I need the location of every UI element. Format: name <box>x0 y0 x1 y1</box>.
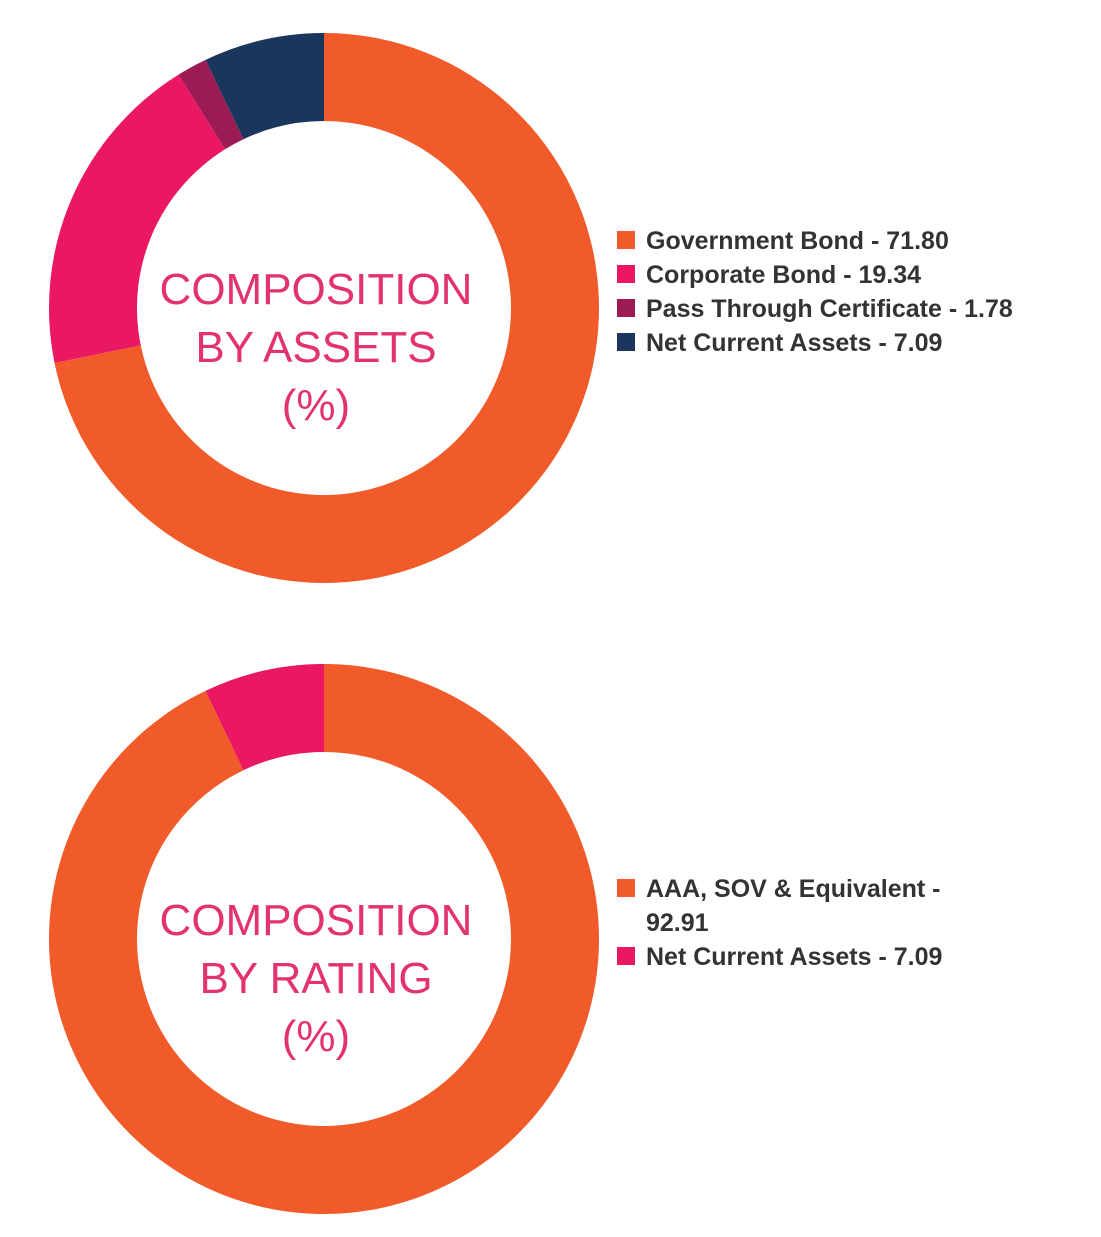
legend-swatch <box>617 299 635 317</box>
legend-label: AAA, SOV & Equivalent - 92.91 <box>646 875 941 937</box>
legend-swatch <box>617 265 635 283</box>
assets-legend: Government Bond - 71.80 Corporate Bond -… <box>617 224 1013 360</box>
legend-swatch <box>617 947 635 965</box>
legend-item-aaa-sov-equivalent: AAA, SOV & Equivalent - 92.91 <box>617 872 977 940</box>
donut-slice-net-current-assets <box>205 33 324 140</box>
legend-item-net-current-assets: Net Current Assets - 7.09 <box>617 326 1013 360</box>
donut-slice-net-current-assets <box>205 664 324 771</box>
rating-title-line-1: COMPOSITION <box>159 896 473 945</box>
donut-slice-aaa-sov-equivalent <box>49 664 599 1214</box>
rating-title-line-2: BY RATING <box>199 954 433 1003</box>
legend-item-corporate-bond: Corporate Bond - 19.34 <box>617 258 1013 292</box>
legend-label: Pass Through Certificate - 1.78 <box>646 295 1013 323</box>
legend-label: Corporate Bond - 19.34 <box>646 261 922 289</box>
legend-label: Government Bond - 71.80 <box>646 227 949 255</box>
legend-swatch <box>617 231 635 249</box>
assets-title-line-1: COMPOSITION <box>159 265 473 314</box>
donut-slice-government-bond <box>54 33 600 583</box>
donut-slice-pass-through-certificate <box>178 59 244 150</box>
assets-title-line-2: BY ASSETS <box>195 323 437 372</box>
assets-title-line-3: (%) <box>281 381 351 430</box>
legend-item-pass-through-certificate: Pass Through Certificate - 1.78 <box>617 292 1013 326</box>
assets-chart-title: COMPOSITION BY ASSETS (%) <box>116 261 516 435</box>
legend-label: Net Current Assets - 7.09 <box>646 943 943 971</box>
legend-swatch <box>617 879 635 897</box>
rating-title-line-3: (%) <box>281 1012 351 1061</box>
rating-chart-title: COMPOSITION BY RATING (%) <box>116 892 516 1066</box>
legend-item-net-current-assets: Net Current Assets - 7.09 <box>617 940 977 974</box>
donut-slice-corporate-bond <box>49 74 226 364</box>
legend-item-government-bond: Government Bond - 71.80 <box>617 224 1013 258</box>
legend-swatch <box>617 333 635 351</box>
legend-label: Net Current Assets - 7.09 <box>646 329 943 357</box>
rating-legend: AAA, SOV & Equivalent - 92.91 Net Curren… <box>617 872 977 974</box>
